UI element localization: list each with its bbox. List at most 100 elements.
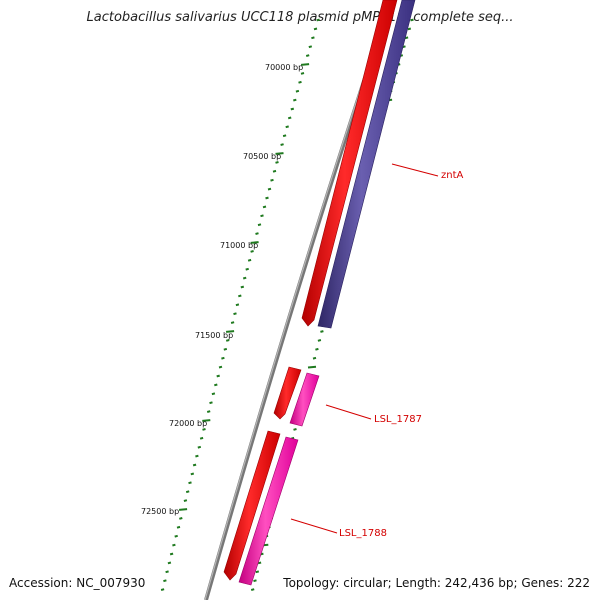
outer-tick-62 bbox=[255, 570, 260, 574]
inner-tick-51 bbox=[190, 472, 195, 476]
outer-tick-1 bbox=[407, 27, 412, 31]
gene-feature-lsl-1788[interactable] bbox=[238, 436, 299, 586]
leader-lsl-1787 bbox=[325, 404, 372, 420]
inner-tick-3 bbox=[308, 45, 313, 49]
inner-tick-34 bbox=[230, 321, 235, 324]
leader-lsl-1788 bbox=[290, 518, 338, 534]
leader-zntA bbox=[391, 163, 439, 177]
inner-tick-36 bbox=[225, 339, 230, 342]
outer-tick-36 bbox=[317, 339, 322, 342]
outer-tick-0 bbox=[410, 18, 414, 22]
inner-tick-29 bbox=[242, 276, 247, 280]
inner-tick-28 bbox=[245, 267, 249, 271]
inner-tick-39 bbox=[218, 365, 223, 369]
map-summary-text: Topology: circular; Length: 242,436 bp; … bbox=[283, 576, 590, 590]
inner-tick-11 bbox=[287, 116, 292, 120]
inner-tick-42 bbox=[211, 392, 216, 396]
outer-tick-61 bbox=[257, 561, 262, 565]
gene-label-lsl-1787[interactable]: LSL_1787 bbox=[374, 414, 422, 425]
inner-tick-31 bbox=[238, 294, 242, 298]
accession-text: Accession: NC_007930 bbox=[9, 576, 146, 590]
cds-track bbox=[223, 0, 398, 581]
inner-tick-2 bbox=[311, 36, 315, 40]
outer-tick-2 bbox=[404, 36, 409, 40]
outer-tick-35 bbox=[320, 330, 324, 333]
inner-tick-19 bbox=[267, 187, 272, 191]
inner-tick-53 bbox=[185, 490, 190, 494]
inner-tick-44 bbox=[206, 410, 211, 413]
cds-feature-zntA[interactable] bbox=[301, 0, 398, 327]
ruler-label-71000: 71000 bp bbox=[220, 241, 258, 250]
inner-tick-24 bbox=[255, 232, 259, 235]
inner-tick-63 bbox=[163, 579, 167, 583]
inner-tick-25 bbox=[250, 241, 259, 244]
inner-tick-64 bbox=[160, 588, 165, 591]
inner-tick-12 bbox=[285, 125, 289, 129]
inner-tick-55 bbox=[179, 508, 188, 511]
outer-tick-46 bbox=[293, 428, 297, 431]
inner-tick-50 bbox=[192, 463, 197, 467]
inner-tick-37 bbox=[223, 347, 228, 351]
inner-tick-15 bbox=[275, 152, 284, 155]
inner-tick-62 bbox=[165, 570, 169, 574]
inner-tick-6 bbox=[300, 72, 305, 75]
gene-label-zntA[interactable]: zntA bbox=[441, 170, 464, 181]
outer-tick-64 bbox=[250, 588, 255, 591]
inner-tick-33 bbox=[233, 312, 237, 316]
inner-tick-48 bbox=[197, 445, 202, 449]
inner-tick-60 bbox=[169, 552, 174, 556]
inner-tick-30 bbox=[240, 285, 245, 289]
inner-tick-27 bbox=[247, 258, 252, 262]
inner-tick-18 bbox=[270, 178, 274, 182]
inner-tick-1 bbox=[313, 27, 318, 31]
inner-tick-46 bbox=[202, 428, 206, 431]
gene-track bbox=[238, 0, 416, 586]
inner-tick-40 bbox=[216, 374, 220, 378]
inner-tick-54 bbox=[183, 499, 188, 502]
ruler-label-72000: 72000 bp bbox=[169, 419, 207, 428]
inner-tick-7 bbox=[298, 80, 302, 84]
inner-tick-61 bbox=[167, 561, 172, 565]
inner-tick-45 bbox=[202, 419, 211, 422]
inner-tick-4 bbox=[305, 54, 310, 57]
gene-feature-zntA[interactable] bbox=[317, 0, 416, 329]
ruler-label-72500: 72500 bp bbox=[141, 507, 179, 516]
inner-tick-49 bbox=[195, 454, 199, 458]
inner-tick-13 bbox=[282, 134, 287, 138]
inner-tick-47 bbox=[199, 436, 204, 440]
inner-tick-58 bbox=[174, 534, 178, 538]
gene-feature-lsl-1787[interactable] bbox=[289, 372, 320, 427]
outer-tick-37 bbox=[315, 347, 319, 351]
cds-feature-lsl-1787[interactable] bbox=[273, 366, 302, 420]
inner-tick-8 bbox=[295, 89, 300, 93]
outer-tick-38 bbox=[312, 356, 317, 360]
inner-tick-22 bbox=[260, 214, 264, 218]
inner-tick-32 bbox=[235, 303, 240, 307]
gene-label-lsl-1788[interactable]: LSL_1788 bbox=[339, 528, 387, 539]
cds-feature-lsl-1788[interactable] bbox=[223, 430, 281, 581]
ruler-label-70500: 70500 bp bbox=[243, 152, 281, 161]
inner-tick-9 bbox=[293, 98, 297, 102]
inner-tick-41 bbox=[214, 383, 218, 387]
inner-tick-10 bbox=[290, 107, 295, 111]
inner-tick-35 bbox=[226, 330, 235, 333]
inner-tick-20 bbox=[265, 196, 269, 200]
ruler-label-70000: 70000 bp bbox=[265, 63, 303, 72]
inner-tick-56 bbox=[179, 517, 183, 520]
inner-tick-21 bbox=[262, 205, 267, 209]
inner-tick-0 bbox=[316, 18, 320, 22]
inner-tick-38 bbox=[221, 356, 225, 360]
inner-tick-57 bbox=[176, 525, 181, 529]
inner-tick-43 bbox=[209, 401, 213, 405]
outer-tick-63 bbox=[253, 579, 257, 583]
inner-tick-59 bbox=[172, 543, 176, 547]
inner-tick-5 bbox=[301, 63, 310, 66]
inner-tick-track bbox=[160, 18, 320, 591]
inner-tick-26 bbox=[250, 250, 254, 253]
inner-tick-52 bbox=[188, 481, 192, 485]
outer-tick-39 bbox=[307, 365, 317, 369]
inner-tick-16 bbox=[275, 161, 279, 164]
inner-tick-14 bbox=[280, 143, 284, 146]
